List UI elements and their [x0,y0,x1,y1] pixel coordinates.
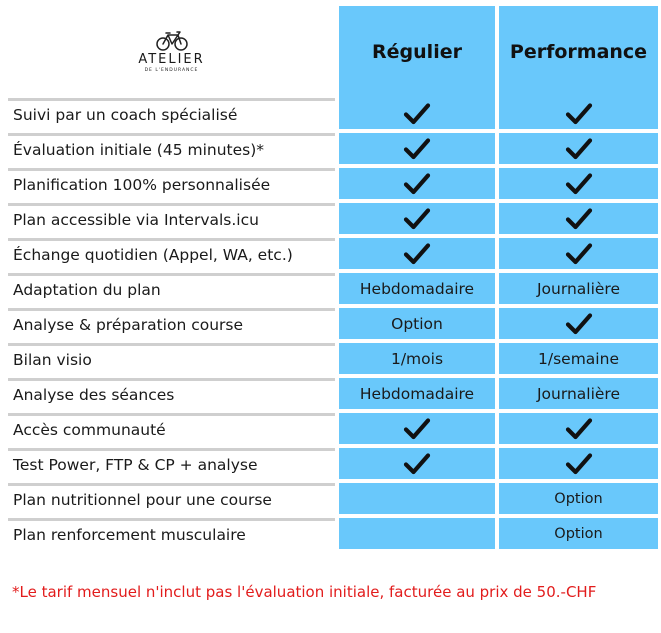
cell-regulier: Hebdomadaire [339,273,495,304]
check-icon [565,242,593,266]
cell-performance: Journalière [499,273,658,304]
table-row: Analyse des séances Hebdomadaire Journaliè… [8,378,658,409]
cell-value: Hebdomadaire [359,279,475,298]
cell-regulier [339,203,495,234]
row-label: Adaptation du plan [8,273,335,304]
logo: ATELIER DE L'ENDURANCE [8,6,335,98]
cell-performance: Journalière [499,378,658,409]
row-label: Évaluation initiale (45 minutes)* [8,133,335,164]
table-row: Évaluation initiale (45 minutes)* [8,133,658,164]
cell-value: Option [554,490,603,507]
cell-regulier [339,238,495,269]
logo-name: ATELIER [138,52,205,67]
row-label: Analyse des séances [8,378,335,409]
cell-performance [499,308,658,339]
check-icon [403,242,431,266]
cell-performance [499,203,658,234]
check-icon [403,137,431,161]
table-row: Suivi par un coach spécialisé [8,98,658,129]
row-label: Plan nutritionnel pour une course [8,483,335,514]
table-row: Plan accessible via Intervals.icu [8,203,658,234]
check-icon [565,452,593,476]
column-header-performance: Performance [499,6,658,98]
row-label: Analyse & préparation course [8,308,335,339]
cell-regulier [339,413,495,444]
row-label: Plan renforcement musculaire [8,518,335,549]
cell-performance: Option [499,518,658,549]
cell-performance: Option [499,483,658,514]
check-icon [403,172,431,196]
cell-regulier [339,98,495,129]
cell-performance [499,168,658,199]
cell-performance [499,413,658,444]
table-row: Plan renforcement musculaire Option [8,518,658,549]
cell-regulier: Hebdomadaire [339,378,495,409]
cell-value: Journalière [536,384,621,403]
logo-subtitle: DE L'ENDURANCE [144,68,199,73]
row-label: Suivi par un coach spécialisé [8,98,335,129]
table-row: Analyse & préparation course Option [8,308,658,339]
table-row: Planification 100% personnalisée [8,168,658,199]
cell-performance [499,238,658,269]
cell-value: 1/semaine [538,349,619,368]
cell-regulier [339,448,495,479]
check-icon [565,207,593,231]
row-label: Test Power, FTP & CP + analyse [8,448,335,479]
cell-regulier: Option [339,308,495,339]
row-label: Échange quotidien (Appel, WA, etc.) [8,238,335,269]
cell-regulier [339,133,495,164]
table-row: Bilan visio 1/mois 1/semaine [8,343,658,374]
check-icon [403,102,431,126]
check-icon [565,312,593,336]
cell-value: Option [391,314,443,333]
comparison-table: ATELIER DE L'ENDURANCE Régulier Performa… [8,6,658,549]
cell-performance [499,448,658,479]
column-header-regulier: Régulier [339,6,495,98]
cell-regulier [339,168,495,199]
bicycle-icon [155,31,188,51]
table-row: Adaptation du plan Hebdomadaire Journalièr… [8,273,658,304]
table-header: ATELIER DE L'ENDURANCE Régulier Performa… [8,6,658,98]
check-icon [403,452,431,476]
check-icon [565,417,593,441]
check-icon [403,207,431,231]
cell-performance [499,98,658,129]
row-label: Accès communauté [8,413,335,444]
cell-value: Journalière [536,279,621,298]
check-icon [565,137,593,161]
cell-regulier: 1/mois [339,343,495,374]
cell-value: 1/mois [390,349,444,368]
table-row: Accès communauté [8,413,658,444]
cell-value: Option [554,525,603,542]
footnote: *Le tarif mensuel n'inclut pas l'évaluat… [12,583,597,601]
check-icon [565,172,593,196]
table-body: Suivi par un coach spécialisé Évaluation … [8,98,658,549]
table-row: Échange quotidien (Appel, WA, etc.) [8,238,658,269]
check-icon [565,102,593,126]
check-icon [403,417,431,441]
table-row: Test Power, FTP & CP + analyse [8,448,658,479]
cell-value: Hebdomadaire [359,384,475,403]
table-row: Plan nutritionnel pour une course Option [8,483,658,514]
row-label: Bilan visio [8,343,335,374]
cell-performance: 1/semaine [499,343,658,374]
cell-regulier [339,483,495,514]
cell-performance [499,133,658,164]
row-label: Plan accessible via Intervals.icu [8,203,335,234]
cell-regulier [339,518,495,549]
row-label: Planification 100% personnalisée [8,168,335,199]
